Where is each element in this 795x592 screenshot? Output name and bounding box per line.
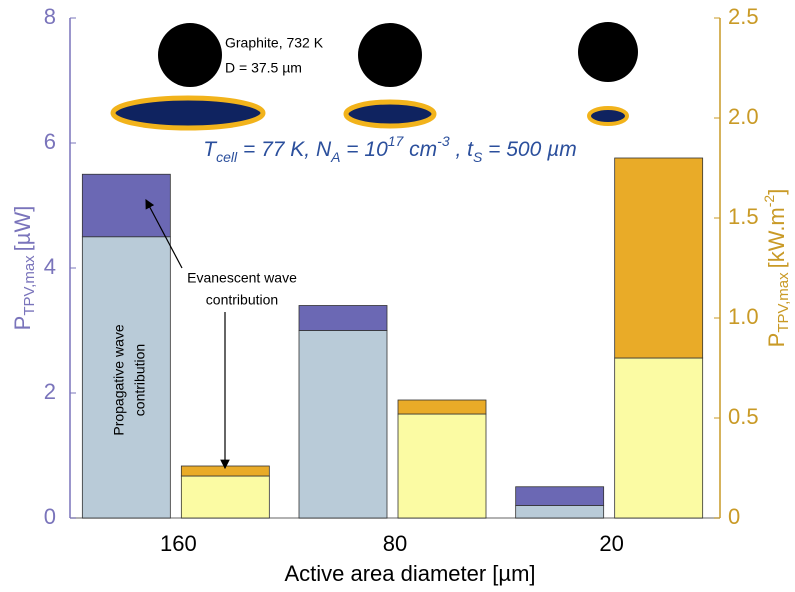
bar-segment — [397, 413, 487, 519]
plot-area: 0246800.51.01.52.02.5PTPV,max[µW]PTPV,ma… — [10, 4, 792, 586]
y2-tick-label: 1.0 — [728, 304, 759, 329]
y-tick-label: 0 — [44, 504, 56, 529]
annotation-part: 17 — [388, 133, 405, 149]
bar-segment — [81, 236, 171, 519]
cell-ellipse — [110, 95, 266, 131]
annotation: contribution — [206, 292, 278, 308]
label-part: P — [764, 333, 789, 348]
bar-segment — [614, 157, 704, 359]
y2-tick-label: 2.0 — [728, 104, 759, 129]
bar-segment — [515, 486, 605, 506]
y2-tick-label: 0.5 — [728, 404, 759, 429]
arrow — [145, 198, 183, 269]
bar-segment — [180, 475, 270, 519]
x-tick-label: 80 — [383, 531, 407, 556]
annotation-part: = 77 K, N — [237, 138, 332, 161]
y-tick-label: 2 — [44, 379, 56, 404]
annotation-part: -3 — [437, 133, 450, 149]
x-tick-label: 160 — [160, 531, 197, 556]
y-tick-label: 6 — [44, 129, 56, 154]
y-tick-label: 4 — [44, 254, 56, 279]
conditions-annotation: Tcell = 77 K, NA = 1017 cm-3 , tS = 500 … — [203, 133, 576, 165]
annotation: Evanescent wave — [187, 270, 297, 286]
y-axis-label: PTPV,max [µW] — [10, 206, 38, 331]
label-part: TPV,max — [775, 272, 792, 333]
bar-segment — [614, 357, 704, 519]
annotation: Propagative wave — [111, 324, 127, 436]
annotation: D = 37.5 µm — [225, 60, 302, 76]
y2-tick-label: 0 — [728, 504, 740, 529]
annotation: Graphite, 732 K — [225, 35, 324, 51]
annotation-part: A — [330, 149, 340, 165]
annotation: contribution — [132, 344, 148, 416]
annotation-part: , t — [450, 138, 475, 161]
emitter-disk — [158, 23, 222, 87]
y-tick-label: 8 — [44, 4, 56, 29]
bar-segment — [515, 505, 605, 519]
x-tick-label: 20 — [599, 531, 623, 556]
label-part: P — [10, 316, 35, 331]
label-part: [kW.m — [764, 207, 789, 268]
annotation-part: cm — [403, 138, 437, 161]
annotations: Graphite, 732 K D = 37.5 µm Evanescent w… — [111, 35, 577, 470]
bar-segment — [298, 305, 388, 331]
y2-tick-label: 1.5 — [728, 204, 759, 229]
annotation-part: = 500 µm — [482, 138, 576, 161]
label-part: TPV,max — [21, 255, 38, 316]
annotation-part: cell — [216, 149, 238, 165]
label-part: -2 — [761, 195, 777, 208]
annotation-part: S — [473, 149, 483, 165]
y2-tick-label: 2.5 — [728, 4, 759, 29]
emitter-disk — [578, 22, 638, 82]
cell-ellipse — [587, 106, 629, 126]
annotation-part: T — [203, 138, 218, 161]
bar-segment — [298, 330, 388, 519]
y2-axis-label: PTPV,max [kW.m-2] — [761, 189, 792, 348]
bar-segment — [397, 399, 487, 415]
emitter-disk — [358, 23, 422, 87]
cell-ellipse — [343, 99, 437, 129]
x-axis-label: Active area diameter [µm] — [284, 561, 535, 586]
bar-segment — [81, 173, 171, 238]
annotation-part: = 10 — [340, 138, 388, 161]
label-part: [µW] — [10, 206, 35, 252]
label-part: ] — [764, 189, 789, 195]
